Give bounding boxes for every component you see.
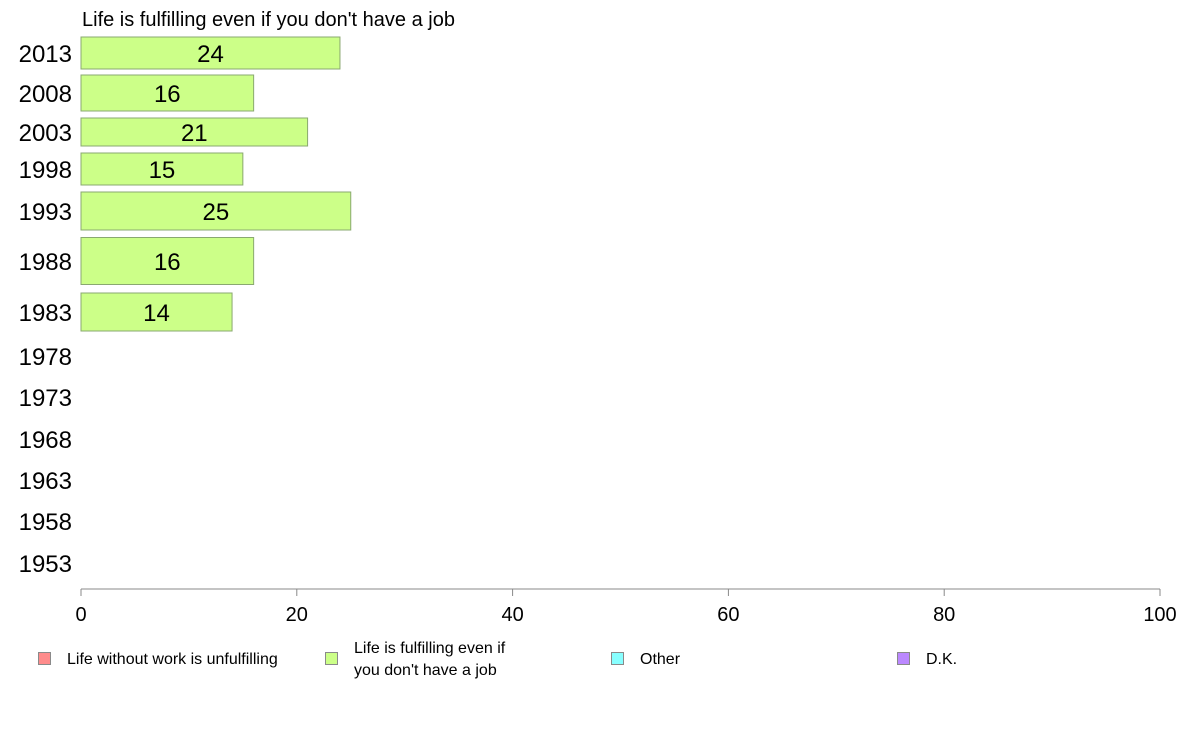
legend-label: Life without work is unfulfilling bbox=[67, 651, 278, 668]
bar-value-label: 24 bbox=[197, 41, 224, 68]
year-axis: 2013 2008 2003 1998 1993 1988 1983 1978 1973 1968… bbox=[19, 41, 72, 578]
x-tick-label: 0 bbox=[75, 604, 86, 626]
legend-swatch bbox=[38, 652, 51, 665]
bar-value-label: 16 bbox=[154, 249, 181, 276]
bar bbox=[80, 237, 255, 285]
legend-item-other: Other bbox=[611, 638, 680, 671]
legend: Life without work is unfulfilling Life i… bbox=[38, 638, 1138, 688]
legend-item-life-without-work: Life without work is unfulfilling bbox=[38, 638, 278, 671]
legend-item-life-fulfilling: Life is fulfilling even if you don't hav… bbox=[325, 638, 505, 682]
bar bbox=[80, 36, 341, 70]
year-label: 1963 bbox=[19, 468, 72, 495]
bar bbox=[80, 152, 244, 186]
bar-value-label: 25 bbox=[203, 199, 230, 226]
year-label: 1953 bbox=[19, 551, 72, 578]
year-label: 1998 bbox=[19, 157, 72, 184]
legend-label: Life is fulfilling even if you don't hav… bbox=[354, 640, 506, 679]
bar bbox=[80, 292, 233, 332]
x-axis: 0 20 40 60 80 100 bbox=[75, 588, 1177, 626]
year-label: 1958 bbox=[19, 509, 72, 536]
bar bbox=[80, 117, 309, 147]
legend-label: D.K. bbox=[926, 651, 958, 668]
bar bbox=[80, 191, 352, 231]
chart-title: Life is fulfilling even if you don't hav… bbox=[82, 9, 455, 31]
year-label: 1968 bbox=[19, 427, 72, 454]
legend-label: Other bbox=[640, 651, 681, 668]
legend-swatch bbox=[897, 652, 910, 665]
x-tick-label: 20 bbox=[286, 604, 308, 626]
x-tick-label: 40 bbox=[501, 604, 523, 626]
legend-swatch bbox=[611, 652, 624, 665]
bar-value-label: 15 bbox=[149, 157, 176, 184]
bar bbox=[80, 74, 255, 112]
year-label: 2008 bbox=[19, 81, 72, 108]
year-label: 1973 bbox=[19, 385, 72, 412]
bar-value-label: 14 bbox=[143, 300, 170, 327]
year-label: 1988 bbox=[19, 249, 72, 276]
year-label: 1978 bbox=[19, 344, 72, 371]
legend-swatch bbox=[325, 652, 338, 665]
x-tick-label: 80 bbox=[933, 604, 955, 626]
year-label: 2013 bbox=[19, 41, 72, 68]
year-label: 1983 bbox=[19, 300, 72, 327]
bar-value-label: 21 bbox=[181, 120, 208, 147]
legend-item-dk: D.K. bbox=[897, 638, 957, 671]
year-label: 2003 bbox=[19, 120, 72, 147]
bar-value-label: 16 bbox=[154, 81, 181, 108]
year-label: 1993 bbox=[19, 199, 72, 226]
x-tick-label: 60 bbox=[717, 604, 739, 626]
x-tick-label: 100 bbox=[1143, 604, 1176, 626]
